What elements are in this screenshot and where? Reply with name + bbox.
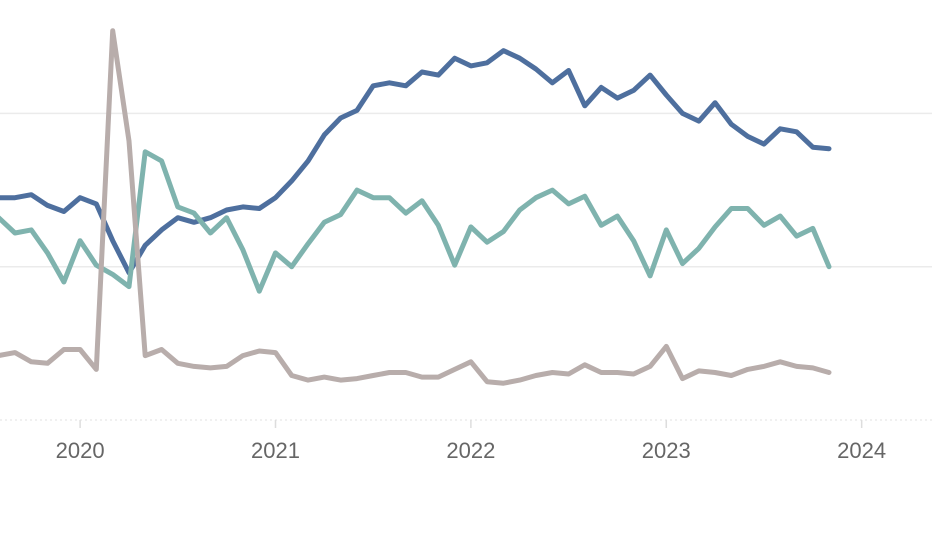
x-tick-label: 2024 xyxy=(837,438,886,463)
x-tick-label: 2021 xyxy=(251,438,300,463)
x-tick-label: 2022 xyxy=(446,438,495,463)
x-tick-label: 2023 xyxy=(642,438,691,463)
x-tick-label: 2020 xyxy=(56,438,105,463)
series-line xyxy=(0,149,832,294)
series-line xyxy=(0,28,832,386)
